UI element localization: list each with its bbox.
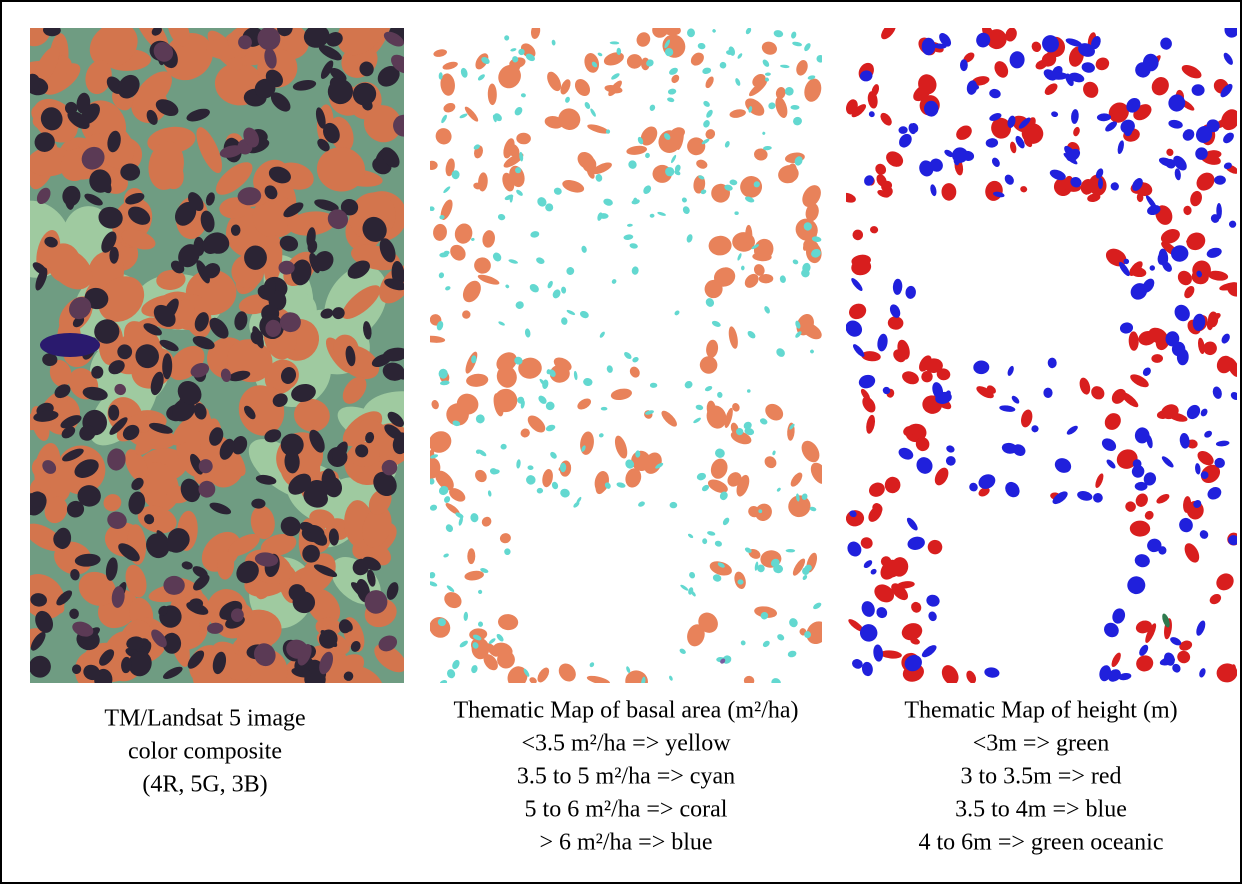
caption-line: Thematic Map of basal area (m²/ha) — [453, 698, 798, 724]
height-map — [840, 20, 1242, 688]
landsat-image — [0, 1, 444, 713]
caption-line: 4 to 6m => green oceanic — [919, 830, 1164, 856]
caption-line: color composite — [128, 739, 282, 765]
figure: TM/Landsat 5 image color composite (4R, 5G… — [0, 0, 1242, 884]
caption-line: Thematic Map of height (m) — [904, 698, 1177, 724]
caption-line: 3.5 to 4m => blue — [955, 797, 1127, 823]
caption-line: (4R, 5G, 3B) — [142, 772, 267, 798]
cyan-patch — [504, 35, 509, 40]
cyan-patch — [670, 502, 678, 508]
caption-line: <3.5 m²/ha => yellow — [521, 731, 731, 757]
cyan-patch — [687, 28, 695, 37]
lake — [40, 333, 100, 357]
cyan-patch — [601, 407, 608, 411]
caption-line: 3.5 to 5 m²/ha => cyan — [517, 764, 735, 790]
basal-area-map — [420, 20, 832, 696]
dark-patch — [117, 344, 132, 359]
purple-patch — [163, 576, 184, 595]
caption-line: <3m => green — [973, 731, 1110, 757]
caption-line: 3 to 3.5m => red — [960, 764, 1121, 790]
caption-line: > 6 m²/ha => blue — [539, 830, 712, 856]
caption-line: 5 to 6 m²/ha => coral — [525, 797, 728, 823]
blue-patch — [960, 59, 968, 71]
caption-line: TM/Landsat 5 image — [104, 706, 305, 732]
dark-patch — [251, 499, 265, 509]
